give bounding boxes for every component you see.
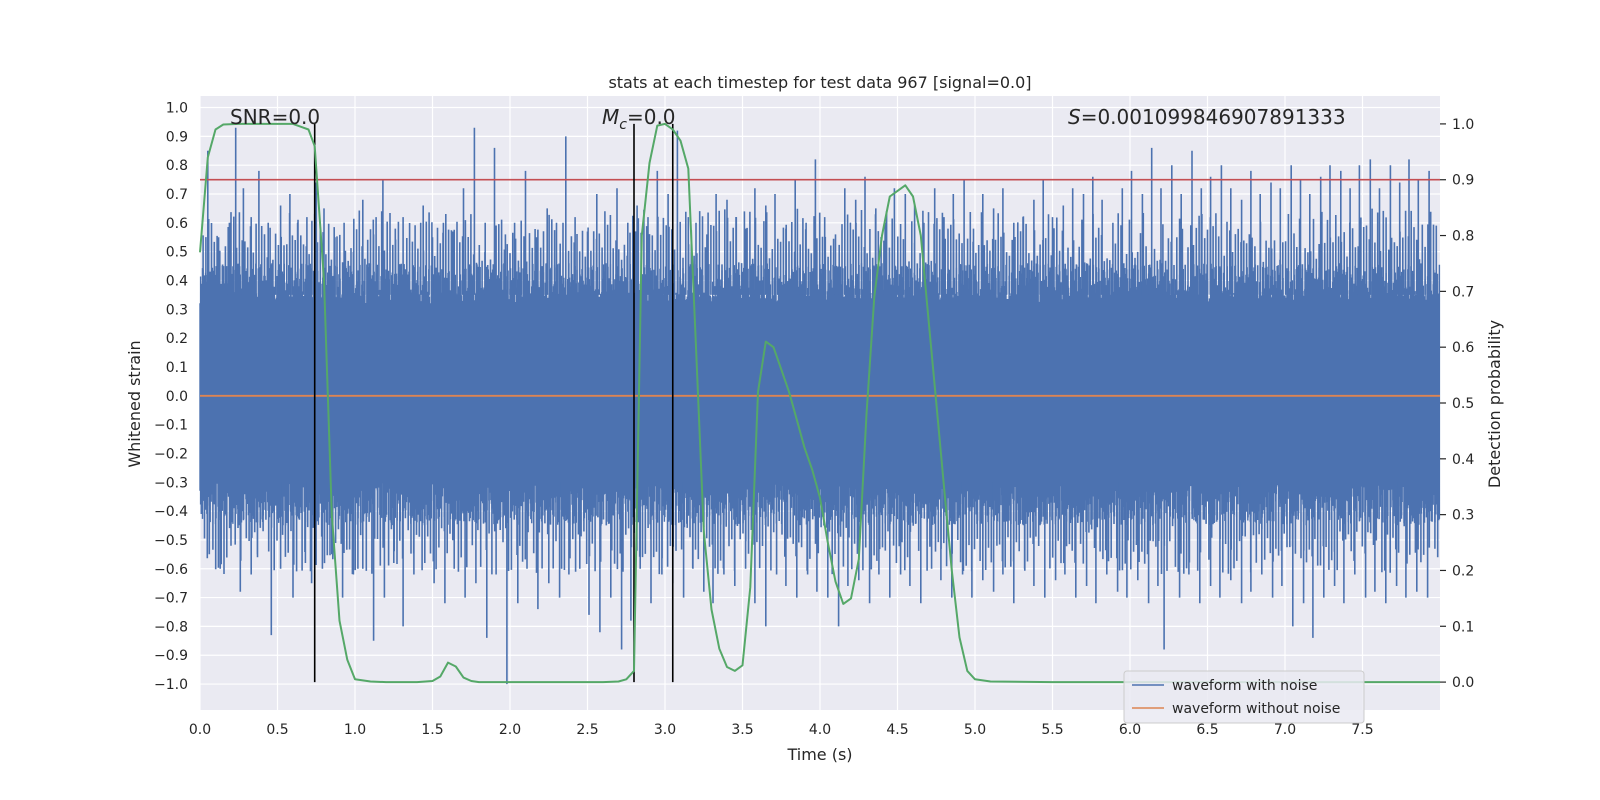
y-axis-ticks: 1.0 0.9 0.8 0.7 0.6 0.5 0.4 0.3 0.2 0.1 0.0 −0.1 −0.… <box>154 101 188 694</box>
legend-entry-clean: waveform without noise <box>1172 701 1340 717</box>
x-tick-label: 1.0 <box>344 722 366 738</box>
y-axis-label: Whitened strain <box>125 340 144 467</box>
x-tick-label: 2.5 <box>576 722 598 738</box>
x-tick-label: 6.5 <box>1196 722 1218 738</box>
x-tick-label: 5.0 <box>964 722 986 738</box>
x-tick-label: 4.5 <box>886 722 908 738</box>
x-axis-ticks: 0.0 0.5 1.0 1.5 2.0 2.5 3.0 3.5 4.0 4.5 5.0 5.5 6.0 6… <box>189 722 1374 738</box>
x-tick-label: 3.0 <box>654 722 676 738</box>
annotation-mc-value: =0.0 <box>627 105 676 129</box>
x-tick-label: 7.0 <box>1274 722 1296 738</box>
annotation-s-symbol: S <box>1068 105 1081 129</box>
y-tick-label: 0.3 <box>166 302 188 318</box>
y2-axis-ticks: 1.0 0.9 0.8 0.7 0.6 0.5 0.4 0.3 0.2 0.1 0.0 <box>1440 117 1474 691</box>
y-tick-label: −0.1 <box>154 418 188 434</box>
x-tick-label: 6.0 <box>1119 722 1141 738</box>
y-tick-label: 0.9 <box>166 129 188 145</box>
y-tick-label: 0.6 <box>166 216 188 232</box>
y2-axis-label: Detection probability <box>1485 320 1504 488</box>
annotation-s-value: =0.001099846907891333 <box>1081 105 1346 129</box>
y2-tick-label: 0.3 <box>1452 508 1474 524</box>
y2-tick-label: 0.2 <box>1452 563 1474 579</box>
y2-tick-label: 1.0 <box>1452 117 1474 133</box>
legend: waveform with noise waveform without noi… <box>1124 671 1364 723</box>
y-tick-label: 0.1 <box>166 360 188 376</box>
y2-tick-label: 0.1 <box>1452 619 1474 635</box>
annotation-s: S=0.001099846907891333 <box>1068 105 1346 129</box>
x-tick-label: 0.5 <box>266 722 288 738</box>
x-tick-label: 1.5 <box>421 722 443 738</box>
y2-tick-label: 0.0 <box>1452 675 1474 691</box>
y2-tick-label: 0.8 <box>1452 229 1474 245</box>
x-tick-label: 0.0 <box>189 722 211 738</box>
y-tick-label: −0.5 <box>154 533 188 549</box>
annotation-mc-symbol: M <box>602 105 619 129</box>
x-tick-label: 4.0 <box>809 722 831 738</box>
y-tick-label: −0.7 <box>154 591 188 607</box>
chart-title: stats at each timestep for test data 967… <box>608 73 1031 92</box>
x-tick-label: 3.5 <box>731 722 753 738</box>
y-tick-label: −0.2 <box>154 446 188 462</box>
y-tick-label: 0.8 <box>166 158 188 174</box>
annotation-snr-value: =0.0 <box>272 105 321 129</box>
annotation-snr: SNR=0.0 <box>230 105 320 129</box>
y-tick-label: 0.0 <box>166 389 188 405</box>
y-tick-label: −0.3 <box>154 475 188 491</box>
y-tick-label: −0.8 <box>154 619 188 635</box>
y2-tick-label: 0.7 <box>1452 284 1474 300</box>
annotation-snr-prefix: SNR <box>230 105 272 129</box>
y2-tick-label: 0.4 <box>1452 452 1474 468</box>
x-tick-label: 2.0 <box>499 722 521 738</box>
y-tick-label: −0.6 <box>154 562 188 578</box>
y-tick-label: 0.4 <box>166 273 188 289</box>
annotation-mc: Mc=0.0 <box>602 105 676 133</box>
y-tick-label: 0.2 <box>166 331 188 347</box>
y-tick-label: −0.4 <box>154 504 188 520</box>
y2-tick-label: 0.5 <box>1452 396 1474 412</box>
x-axis-label: Time (s) <box>786 745 852 764</box>
y-tick-label: −0.9 <box>154 648 188 664</box>
y-tick-label: 0.5 <box>166 245 188 261</box>
y2-tick-label: 0.6 <box>1452 340 1474 356</box>
y-tick-label: −1.0 <box>154 677 188 693</box>
x-tick-label: 5.5 <box>1041 722 1063 738</box>
y-tick-label: 1.0 <box>166 101 188 117</box>
x-tick-label: 7.5 <box>1351 722 1373 738</box>
legend-entry-noise: waveform with noise <box>1172 678 1317 694</box>
y-tick-label: 0.7 <box>166 187 188 203</box>
y2-tick-label: 0.9 <box>1452 173 1474 189</box>
